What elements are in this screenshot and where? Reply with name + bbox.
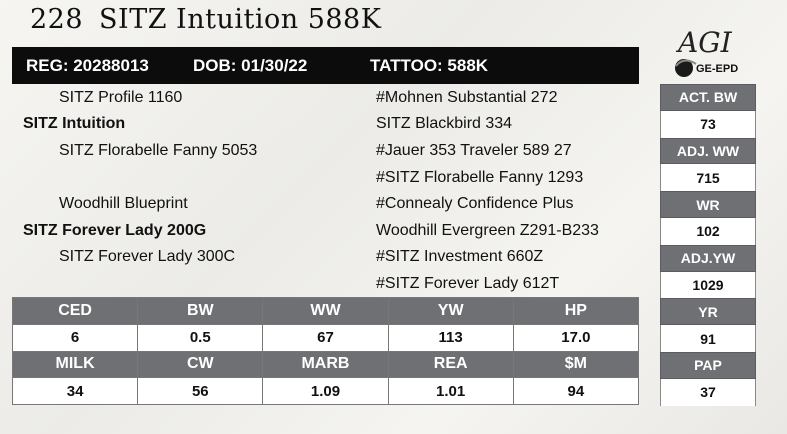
- pedigree-sire-sire: SITZ Profile 1160: [59, 89, 183, 106]
- date-of-birth: DOB: 01/30/22: [193, 55, 308, 75]
- pedigree-dam-sire: Woodhill Blueprint: [59, 195, 188, 212]
- pedigree-ancestor: #SITZ Florabelle Fanny 1293: [376, 169, 584, 186]
- epd-header-row: MILK CW MARB REA $M: [11, 350, 640, 379]
- epd-header: CED: [11, 297, 139, 325]
- weight-value: 102: [660, 217, 756, 245]
- epd-value: 17.0: [512, 323, 640, 352]
- weight-value: 73: [660, 110, 756, 138]
- epd-header: REA: [387, 350, 514, 379]
- epd-value: 34: [11, 377, 139, 405]
- pedigree-ancestor: #Connealy Confidence Plus: [376, 195, 574, 212]
- epd-header: MARB: [262, 350, 389, 379]
- epd-value: 94: [512, 377, 640, 405]
- weight-value: 715: [660, 164, 756, 192]
- weight-label: YR: [660, 298, 756, 326]
- tattoo: TATTOO: 588K: [370, 55, 489, 75]
- logo-main-text: AGI: [675, 28, 733, 59]
- epd-value: 1.01: [387, 377, 514, 405]
- pedigree-dam-dam: SITZ Forever Lady 300C: [59, 248, 236, 265]
- epd-header: MILK: [11, 350, 139, 379]
- epd-value-row: 6 0.5 67 113 17.0: [11, 323, 640, 352]
- weight-label: PAP: [660, 351, 756, 379]
- epd-value: 67: [262, 323, 389, 352]
- weight-value: 91: [660, 325, 756, 352]
- pedigree-ancestor: #SITZ Forever Lady 612T: [376, 275, 560, 292]
- registration-number: REG: 20288013: [26, 55, 149, 75]
- epd-header: HP: [512, 297, 640, 325]
- agi-logo: AGI GE-EPD: [662, 26, 754, 82]
- epd-header: YW: [387, 297, 514, 325]
- weight-label: ADJ.YW: [660, 244, 756, 272]
- weight-label: ADJ. WW: [660, 137, 756, 165]
- logo-sub-text: GE-EPD: [696, 63, 738, 75]
- lot-number: 228: [30, 4, 84, 35]
- lot-title: 228 SITZ Intuition 588K: [30, 4, 381, 35]
- epd-value: 6: [11, 323, 139, 352]
- pedigree-sire-dam: SITZ Florabelle Fanny 5053: [59, 142, 258, 159]
- epd-value: 113: [387, 323, 514, 352]
- weight-label: WR: [660, 191, 756, 218]
- epd-value-row: 34 56 1.09 1.01 94: [11, 377, 640, 405]
- pedigree-ancestor: #SITZ Investment 660Z: [376, 248, 544, 265]
- epd-value: 56: [137, 377, 264, 405]
- weight-label: ACT. BW: [660, 84, 756, 111]
- weight-value: 37: [660, 378, 756, 406]
- epd-header: CW: [137, 350, 264, 379]
- pedigree-ancestor: Woodhill Evergreen Z291-B233: [376, 222, 599, 239]
- epd-value: 1.09: [262, 377, 389, 405]
- pedigree-dam: SITZ Forever Lady 200G: [23, 222, 207, 239]
- animal-name: SITZ Intuition 588K: [99, 4, 382, 35]
- pedigree-ancestor: #Jauer 353 Traveler 589 27: [376, 142, 572, 159]
- agi-logo-icon: AGI GE-EPD: [675, 26, 738, 77]
- pedigree-ancestor: #Mohnen Substantial 272: [376, 89, 558, 106]
- pedigree-sire: SITZ Intuition: [23, 115, 126, 132]
- weight-value: 1029: [660, 271, 756, 299]
- epd-value: 0.5: [137, 323, 264, 352]
- pedigree-ancestor: SITZ Blackbird 334: [376, 115, 513, 132]
- epd-header-row: CED BW WW YW HP: [11, 297, 640, 325]
- epd-table: CED BW WW YW HP 6 0.5 67 113 17.0 MILK C…: [11, 297, 640, 405]
- weights-column: ACT. BW 73 ADJ. WW 715 WR 102 ADJ.YW 102…: [660, 84, 756, 406]
- epd-header: BW: [137, 297, 264, 325]
- epd-header: WW: [262, 297, 389, 325]
- registration-bar: REG: 20288013 DOB: 01/30/22 TATTOO: 588K: [12, 47, 639, 84]
- epd-header: $M: [512, 350, 640, 379]
